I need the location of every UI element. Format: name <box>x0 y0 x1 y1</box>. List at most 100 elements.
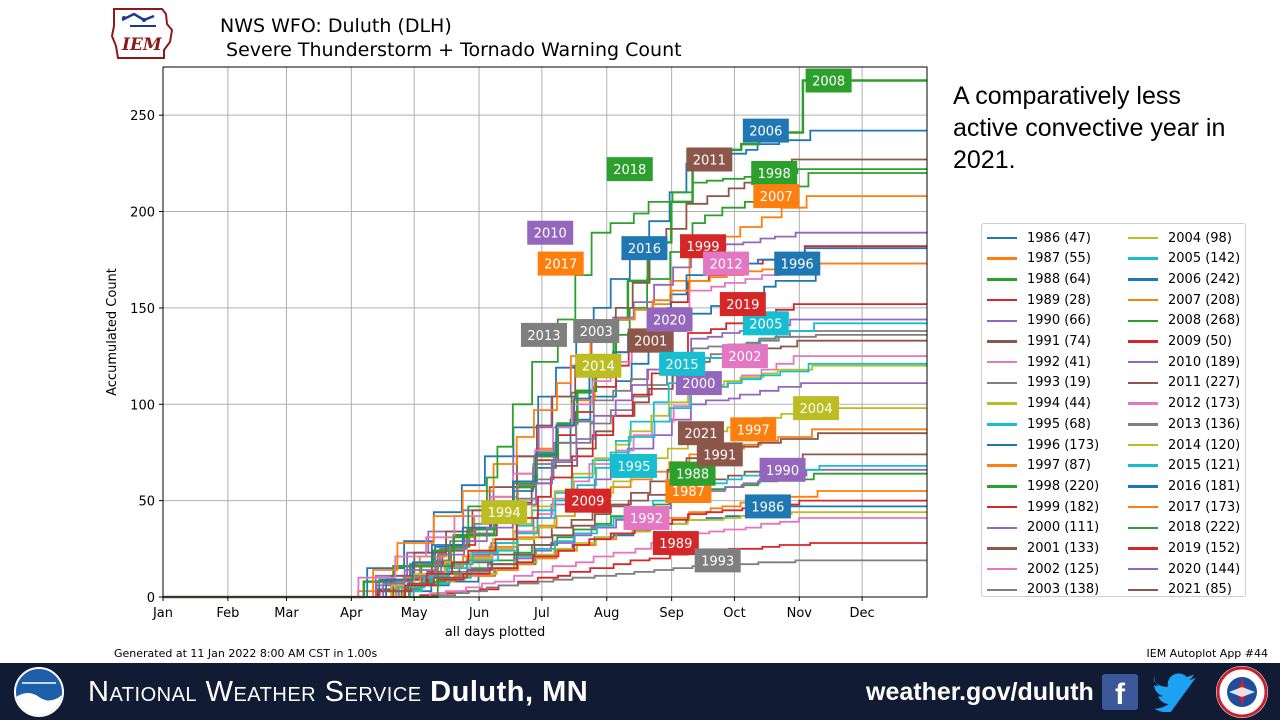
legend: 1986 (47) 1987 (55) 1988 (64) 1989 (28) 1990… <box>981 223 1246 597</box>
legend-label: 2009 (50) <box>1168 334 1232 349</box>
legend-swatch <box>987 402 1017 405</box>
y-tick-label: 0 <box>147 591 155 606</box>
legend-swatch <box>1128 402 1158 405</box>
legend-label: 2014 (120) <box>1168 437 1241 453</box>
legend-item-2016: 2016 (181) <box>1128 476 1240 496</box>
facebook-icon[interactable]: f <box>1102 674 1138 710</box>
x-tick-label: Nov <box>787 606 813 621</box>
series-label-text: 1986 <box>751 500 784 515</box>
axis-layer: Jan Feb Mar Apr May Jun Jul Aug Sep Oct Nov Dec 0 50 1… <box>105 66 928 640</box>
plot-frame <box>162 66 928 598</box>
series-label-box <box>575 353 622 378</box>
series-label-1996: 1996 <box>774 251 821 276</box>
series-label-box <box>719 292 766 317</box>
legend-item-1999: 1999 (182) <box>987 497 1099 517</box>
series-line-1988 <box>163 472 927 598</box>
legend-item-2000: 2000 (111) <box>987 518 1099 538</box>
legend-swatch <box>987 567 1017 571</box>
legend-swatch <box>987 340 1017 343</box>
series-label-text: 1990 <box>766 464 799 479</box>
series-label-text: 2005 <box>749 317 782 332</box>
series-label-2018: 2018 <box>606 157 653 182</box>
legend-swatch <box>987 443 1017 447</box>
series-label-box <box>606 157 653 182</box>
legend-label: 1988 (64) <box>1027 271 1091 287</box>
office-location: Duluth, MN <box>430 676 589 708</box>
series-label-2009: 2009 <box>564 488 611 513</box>
series-label-1998: 1998 <box>751 161 798 185</box>
series-line-2006 <box>163 129 927 598</box>
series-label-text: 2021 <box>684 427 717 442</box>
legend-label: 1992 (41) <box>1027 354 1091 370</box>
series-label-text: 2020 <box>653 313 686 328</box>
legend-label: 1993 (19) <box>1027 375 1091 391</box>
legend-swatch <box>1128 526 1158 530</box>
x-tick-label: Feb <box>216 606 239 621</box>
legend-swatch <box>1128 547 1158 550</box>
series-label-box <box>793 396 840 421</box>
series-label-text: 1989 <box>659 537 692 552</box>
legend-swatch <box>1128 298 1158 302</box>
series-label-box <box>537 251 584 276</box>
legend-swatch <box>1128 464 1158 467</box>
series-label-box <box>742 118 789 143</box>
series-label-text: 1997 <box>737 423 770 438</box>
legend-item-2010: 2010 (189) <box>1128 352 1240 372</box>
series-label-text: 2008 <box>812 74 845 89</box>
legend-swatch <box>1128 505 1158 509</box>
twitter-icon[interactable] <box>1152 672 1198 713</box>
series-label-box <box>627 328 674 353</box>
legend-swatch <box>1128 278 1158 281</box>
legend-swatch <box>987 588 1017 592</box>
legend-swatch <box>987 423 1017 426</box>
series-label-1992: 1992 <box>623 505 670 530</box>
website-link[interactable]: weather.gov/duluth <box>866 678 1094 706</box>
series-label-1986: 1986 <box>744 494 791 519</box>
series-label-2006: 2006 <box>742 118 789 143</box>
nws-logo-icon[interactable] <box>1216 666 1268 718</box>
legend-item-2012: 2012 (173) <box>1128 394 1240 414</box>
legend-label: 2006 (242) <box>1168 271 1241 287</box>
y-tick-label: 50 <box>138 495 155 510</box>
legend-label: 2021 (85) <box>1168 582 1232 598</box>
series-label-2017: 2017 <box>537 251 584 276</box>
legend-swatch <box>987 298 1017 302</box>
noaa-logo-icon[interactable] <box>14 667 64 717</box>
legend-item-1997: 1997 (87) <box>987 456 1091 476</box>
legend-label: 1994 (44) <box>1027 396 1091 412</box>
legend-swatch <box>987 485 1017 488</box>
series-line-2020 <box>163 318 927 598</box>
series-label-text: 2001 <box>634 335 667 350</box>
series-label-1997: 1997 <box>730 417 777 442</box>
x-tick-label: May <box>401 606 428 621</box>
legend-swatch <box>987 319 1017 323</box>
legend-label: 1986 (47) <box>1027 230 1091 246</box>
legend-swatch <box>1128 257 1158 260</box>
series-label-text: 2009 <box>571 495 604 510</box>
series-label-box <box>696 442 743 467</box>
legend-swatch <box>1128 236 1158 240</box>
series-label-2015: 2015 <box>659 351 706 376</box>
series-label-text: 2010 <box>534 227 567 242</box>
series-label-box <box>694 548 741 573</box>
legend-label: 2004 (98) <box>1168 230 1232 246</box>
series-label-box <box>751 161 798 185</box>
series-label-2020: 2020 <box>646 307 693 332</box>
legend-label: 2015 (121) <box>1168 458 1241 474</box>
x-tick-label: Jan <box>152 606 173 621</box>
series-label-box <box>564 488 611 513</box>
series-line-2015 <box>163 362 927 598</box>
x-axis-label: all days plotted <box>445 625 545 640</box>
series-label-1995: 1995 <box>610 453 657 478</box>
legend-label: 2011 (227) <box>1168 375 1241 391</box>
iem-logo: IEM <box>110 6 174 60</box>
series-line-2013 <box>163 334 927 598</box>
series-label-text: 2003 <box>580 325 613 340</box>
series-label-1993: 1993 <box>694 548 741 573</box>
legend-swatch <box>1128 381 1158 385</box>
legend-item-2005: 2005 (142) <box>1128 249 1240 269</box>
legend-swatch <box>1128 360 1158 364</box>
iem-logo-text: IEM <box>121 35 163 55</box>
series-label-box <box>730 417 777 442</box>
series-label-text: 2013 <box>527 329 560 344</box>
